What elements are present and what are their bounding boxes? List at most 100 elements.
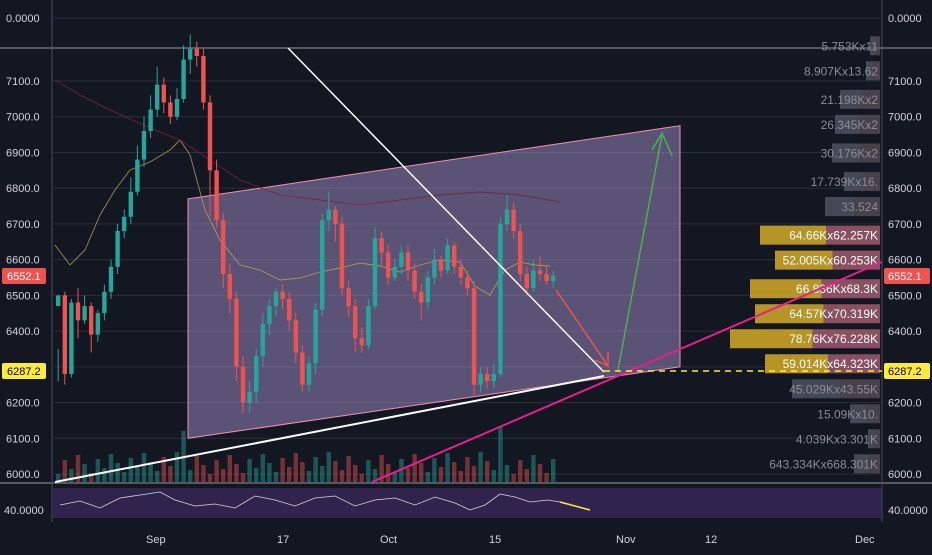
candle[interactable] — [128, 177, 133, 224]
candle[interactable] — [412, 263, 417, 299]
candle[interactable] — [531, 259, 536, 292]
candle[interactable] — [161, 77, 166, 114]
candle[interactable] — [485, 366, 490, 389]
candle[interactable] — [214, 159, 219, 228]
candle[interactable] — [300, 345, 305, 392]
candle[interactable] — [353, 298, 358, 353]
volume-profile-row[interactable]: 64.66Kx62.257K — [760, 225, 880, 245]
candle[interactable] — [438, 256, 444, 278]
candle[interactable] — [69, 298, 74, 378]
candle[interactable] — [207, 95, 213, 217]
volume-profile-row[interactable]: 52.005Kx60.253K — [775, 250, 880, 270]
candle[interactable] — [511, 202, 516, 239]
candle[interactable] — [174, 88, 180, 121]
descending-trendline[interactable] — [287, 47, 605, 373]
bullish-projection-arrow[interactable] — [617, 131, 673, 371]
time-axis[interactable]: Sep 17 Oct 15 Nov 12 Dec — [146, 534, 875, 546]
volume-profile-row[interactable]: 45.029Kx43.55K — [789, 379, 880, 399]
volume-profile-row[interactable]: 59.014Kx64.323K — [765, 354, 880, 374]
candle[interactable] — [82, 295, 87, 324]
candle[interactable] — [306, 356, 312, 392]
candle[interactable] — [346, 281, 351, 317]
candle[interactable] — [491, 363, 496, 389]
volume-profile-row[interactable]: 33.524 — [825, 197, 880, 217]
candle[interactable] — [551, 270, 556, 289]
candle[interactable] — [458, 259, 463, 285]
candle[interactable] — [333, 206, 338, 242]
price-axis[interactable]: 7100.0 7100.0 7000.0 7000.0 6900.0 6900.0 6800… — [6, 76, 922, 481]
candle[interactable] — [339, 216, 345, 296]
candle[interactable] — [405, 245, 411, 282]
candle[interactable] — [201, 48, 206, 110]
rsi-panel[interactable]: 40.0000 40.0000 — [4, 488, 928, 518]
candle[interactable] — [399, 245, 404, 274]
candle[interactable] — [452, 241, 457, 274]
candlesticks[interactable] — [56, 34, 556, 414]
candle[interactable] — [313, 302, 318, 374]
candle[interactable] — [366, 298, 371, 349]
candle[interactable] — [122, 209, 127, 239]
candle[interactable] — [221, 213, 226, 289]
candle[interactable] — [478, 366, 483, 392]
volume-profile-row[interactable]: 21.198Kx2 — [821, 89, 880, 109]
volume-profile-row[interactable]: 66.836Kx68.3K — [750, 279, 880, 299]
candle[interactable] — [425, 270, 430, 310]
candle[interactable] — [392, 259, 397, 282]
candle[interactable] — [141, 116, 147, 167]
volume-profile-row[interactable]: 17.739Kx16. — [811, 172, 880, 192]
candle[interactable] — [135, 145, 140, 196]
candle[interactable] — [498, 216, 503, 378]
candle[interactable] — [89, 302, 94, 353]
candle[interactable] — [188, 34, 193, 74]
candle[interactable] — [386, 245, 391, 285]
candle[interactable] — [194, 41, 199, 67]
macd-panel[interactable]: 0.0000 0.0000 — [6, 13, 922, 25]
candle[interactable] — [544, 266, 549, 285]
candle[interactable] — [95, 309, 100, 342]
candle[interactable] — [240, 356, 246, 414]
candle[interactable] — [267, 298, 272, 335]
candle[interactable] — [108, 259, 114, 299]
candle[interactable] — [115, 223, 120, 274]
candle[interactable] — [227, 263, 232, 314]
volume-profile[interactable]: 5.753Kx11 8.907Kx13.62 21.198Kx2 26.345Kx2 3… — [730, 36, 881, 474]
volume-profile-row[interactable]: 30.176Kx2 — [821, 143, 880, 163]
volume-profile-row[interactable]: 15.09Kx10. — [817, 404, 880, 424]
candle[interactable] — [359, 327, 364, 353]
candle[interactable] — [168, 95, 173, 124]
candle[interactable] — [155, 66, 160, 117]
candle[interactable] — [287, 291, 292, 332]
candle[interactable] — [62, 291, 67, 385]
volume-profile-row[interactable]: 26.345Kx2 — [821, 114, 880, 134]
candle[interactable] — [181, 45, 186, 103]
candle[interactable] — [320, 213, 325, 317]
candle[interactable] — [432, 248, 437, 285]
volume-profile-row[interactable]: 8.907Kx13.62 — [804, 61, 880, 81]
candle[interactable] — [504, 195, 510, 232]
candle[interactable] — [465, 270, 470, 296]
candle[interactable] — [75, 288, 81, 339]
candle[interactable] — [537, 256, 543, 282]
candle[interactable] — [326, 191, 331, 232]
candle[interactable] — [524, 266, 529, 296]
candle[interactable] — [293, 313, 298, 364]
volume-profile-row[interactable]: 64.57Kx70.319K — [755, 304, 880, 324]
candle[interactable] — [234, 291, 239, 382]
bearish-projection-arrow[interactable] — [555, 289, 609, 368]
candle[interactable] — [379, 231, 384, 267]
candle[interactable] — [254, 348, 259, 403]
candle[interactable] — [445, 238, 450, 274]
candle[interactable] — [273, 288, 279, 317]
candle[interactable] — [372, 227, 378, 310]
volume-profile-row[interactable]: 78.76Kx76.228K — [730, 329, 880, 349]
volume-profile-row[interactable]: 4.039Kx3.301K — [796, 429, 880, 449]
candle[interactable] — [102, 284, 107, 321]
candle[interactable] — [280, 284, 285, 310]
volume-profile-row[interactable]: 5.753Kx11 — [822, 36, 881, 56]
candle[interactable] — [419, 284, 424, 321]
candle[interactable] — [56, 295, 61, 382]
candle[interactable] — [247, 381, 252, 414]
candle[interactable] — [518, 223, 523, 282]
